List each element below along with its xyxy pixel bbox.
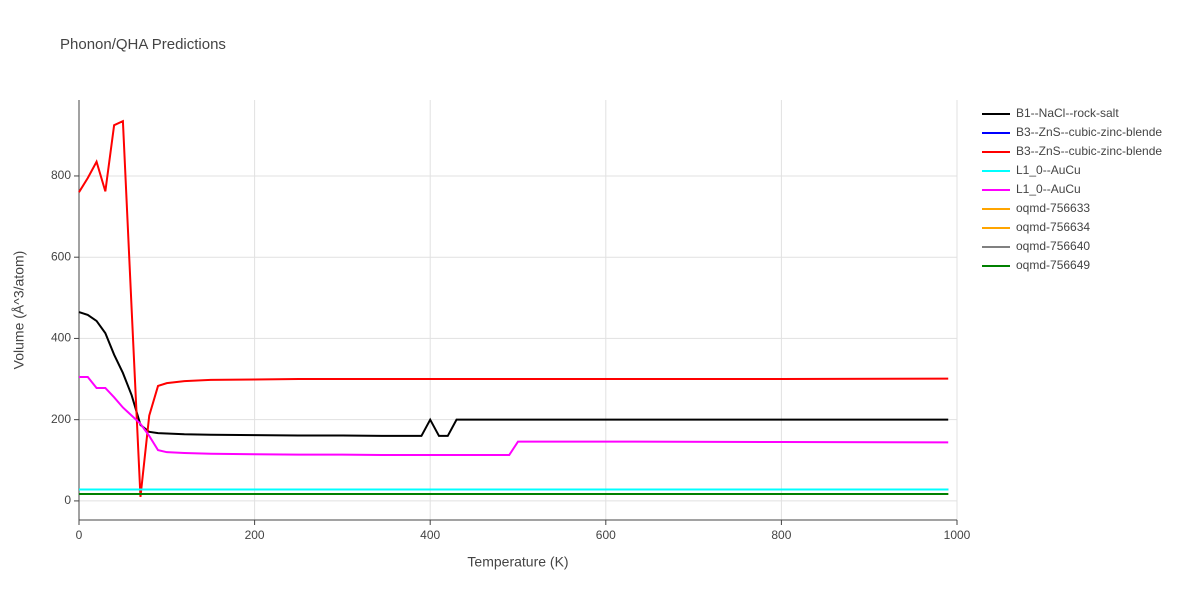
legend-label: L1_0--AuCu	[1016, 163, 1081, 177]
legend-label: oqmd-756633	[1016, 201, 1090, 215]
series-line	[78, 311, 949, 437]
y-tick-label: 400	[51, 331, 71, 345]
y-tick-label: 0	[64, 493, 71, 507]
legend-label: oqmd-756634	[1016, 220, 1090, 234]
legend-label: oqmd-756640	[1016, 239, 1090, 253]
legend-label: B1--NaCl--rock-salt	[1016, 106, 1119, 120]
y-tick-label: 200	[51, 412, 71, 426]
y-tick-label: 800	[51, 168, 71, 182]
legend: B1--NaCl--rock-salt B3--ZnS--cubic-zinc-b…	[982, 106, 1162, 272]
legend-label: L1_0--AuCu	[1016, 182, 1081, 196]
x-tick-label: 200	[245, 528, 265, 542]
y-tick-label: 600	[51, 249, 71, 263]
x-tick-label: 1000	[944, 528, 971, 542]
chart-title: Phonon/QHA Predictions	[60, 36, 226, 53]
series-line	[79, 376, 949, 457]
grid: 0 200 400 600 800 1000 0 200 400 600 800	[51, 100, 971, 542]
x-tick-label: 0	[76, 528, 83, 542]
x-tick-label: 400	[420, 528, 440, 542]
legend-label: B3--ZnS--cubic-zinc-blende	[1016, 144, 1162, 158]
plot-area	[78, 119, 949, 497]
y-axis-title: Volume (Å^3/atom)	[11, 251, 27, 370]
series-line	[78, 119, 949, 497]
x-tick-label: 800	[771, 528, 791, 542]
x-axis-title: Temperature (K)	[467, 554, 568, 570]
x-tick-label: 600	[596, 528, 616, 542]
legend-label: B3--ZnS--cubic-zinc-blende	[1016, 125, 1162, 139]
legend-label: oqmd-756649	[1016, 258, 1090, 272]
